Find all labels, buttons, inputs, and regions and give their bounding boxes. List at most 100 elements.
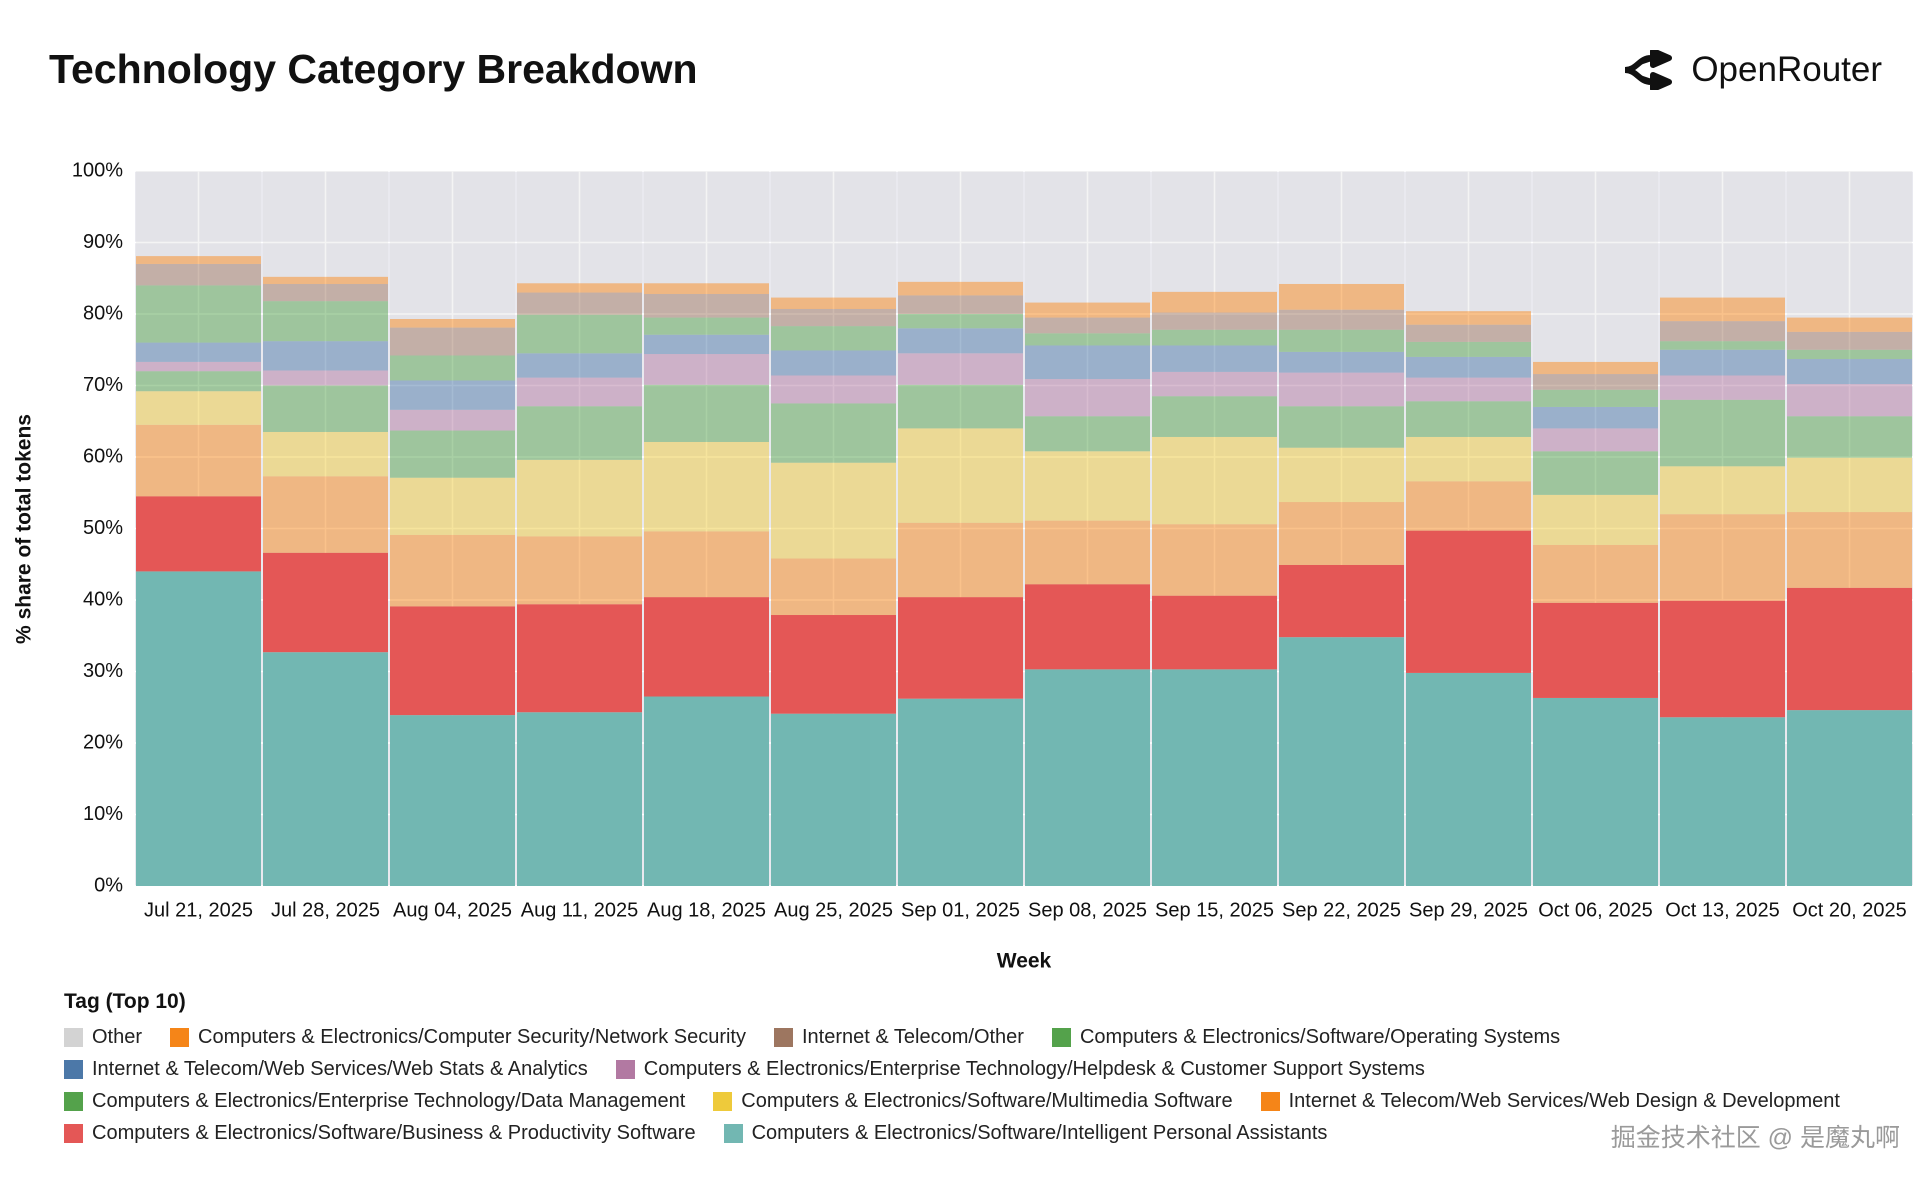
legend-item[interactable]: Internet & Telecom/Web Services/Web Stat… — [64, 1058, 588, 1081]
bar-segment — [771, 297, 896, 309]
bar-segment — [1025, 302, 1150, 318]
bar-segment — [136, 371, 261, 392]
watermark: 掘金技术社区 @ 是魔丸啊 — [1610, 1124, 1900, 1152]
legend-item[interactable]: Computers & Electronics/Software/Operati… — [1051, 1026, 1560, 1049]
legend-label: Computers & Electronics/Software/Multime… — [741, 1090, 1233, 1112]
bar-segment — [1279, 564, 1404, 638]
bar-segment — [517, 353, 642, 378]
legend-item[interactable]: Computers & Electronics/Software/Busines… — [64, 1122, 696, 1145]
bar-segment — [898, 314, 1023, 329]
bar-segment — [1533, 361, 1658, 375]
bar-segment — [390, 477, 515, 535]
bar-segment — [136, 361, 261, 372]
bar-segment — [644, 597, 769, 697]
bar-segment — [517, 314, 642, 354]
bar-segment — [517, 536, 642, 605]
bar-segment — [1025, 171, 1150, 303]
legend-item[interactable]: Other — [64, 1026, 142, 1049]
bar-segment — [263, 652, 388, 886]
bar-segment — [1787, 359, 1912, 385]
bar-segment — [1025, 451, 1150, 521]
bar-segment — [1406, 356, 1531, 378]
bar-segment — [517, 171, 642, 284]
bar-segment — [136, 285, 261, 343]
bar-segment — [1406, 324, 1531, 342]
legend-swatch — [64, 1124, 83, 1143]
bar-segment — [644, 334, 769, 355]
brand: OpenRouter — [1623, 50, 1882, 90]
bar-segment — [1279, 447, 1404, 503]
bar-segment — [644, 531, 769, 598]
legend-item[interactable]: Internet & Telecom/Web Services/Web Desi… — [1260, 1090, 1840, 1113]
bar-segment — [1787, 416, 1912, 458]
bar-segment — [1025, 317, 1150, 334]
bar-segment — [644, 171, 769, 284]
legend-item[interactable]: Computers & Electronics/Software/Multime… — [713, 1090, 1233, 1113]
bar-segment — [136, 171, 261, 257]
bar-segment — [1152, 524, 1277, 596]
bar-segment — [136, 342, 261, 362]
bar-segment — [1660, 399, 1785, 467]
legend-item[interactable]: Computers & Electronics/Enterprise Techn… — [615, 1058, 1425, 1081]
bar-segment — [263, 171, 388, 277]
legend-title: Tag (Top 10) — [64, 990, 186, 1013]
bar-segment — [390, 606, 515, 716]
legend-label: Computers & Electronics/Computer Securit… — [198, 1026, 746, 1048]
bar-segment — [1152, 312, 1277, 330]
legend-label: Computers & Electronics/Software/Busines… — [92, 1122, 696, 1144]
legend-swatch — [615, 1060, 635, 1079]
bar-segment — [263, 552, 388, 653]
bar-segment — [1152, 669, 1277, 886]
y-tick-label: 80% — [83, 302, 123, 324]
legend-item[interactable]: Internet & Telecom/Other — [774, 1026, 1024, 1049]
legend-item[interactable]: Computers & Electronics/Software/Intelli… — [723, 1122, 1327, 1145]
bar-segment — [644, 441, 769, 532]
legend-label: Internet & Telecom/Web Services/Web Desi… — [1288, 1090, 1840, 1112]
bar-segment — [1279, 372, 1404, 407]
x-tick-label: Aug 25, 2025 — [774, 899, 893, 921]
bar-segment — [1152, 329, 1277, 346]
bar-segment — [136, 263, 261, 286]
bar-segment — [1152, 371, 1277, 397]
bar-segment — [1025, 379, 1150, 417]
bar-segment — [771, 713, 896, 886]
x-tick-label: Aug 11, 2025 — [521, 899, 639, 921]
bar-segment — [1787, 587, 1912, 711]
bar-segment — [1025, 333, 1150, 346]
bar-segment — [1025, 345, 1150, 380]
legend-item[interactable]: Computers & Electronics/Computer Securit… — [170, 1026, 746, 1049]
bar-segment — [1660, 349, 1785, 376]
bar-segment — [1406, 401, 1531, 437]
bar-segment — [263, 276, 388, 284]
x-tick-label: Sep 08, 2025 — [1028, 899, 1147, 921]
brand-name: OpenRouter — [1691, 50, 1882, 89]
bar-segment — [771, 558, 896, 616]
bar-segment — [771, 350, 896, 376]
x-tick-label: Oct 20, 2025 — [1792, 899, 1907, 921]
bar-segment — [1533, 602, 1658, 698]
legend-swatch — [64, 1060, 83, 1079]
bar-segment — [136, 256, 261, 264]
x-tick-label: Aug 04, 2025 — [393, 899, 512, 921]
bar-segment — [1152, 291, 1277, 313]
bar-segment — [898, 353, 1023, 385]
bar-segment — [1406, 341, 1531, 357]
bar-segment — [644, 696, 769, 886]
bar-segment — [1787, 457, 1912, 513]
legend-item[interactable]: Computers & Electronics/Enterprise Techn… — [64, 1090, 685, 1113]
legend-label: Computers & Electronics/Enterprise Techn… — [92, 1090, 686, 1112]
bar-segment — [136, 496, 261, 572]
bar-segment — [898, 281, 1023, 296]
legend-swatch — [723, 1124, 743, 1143]
bar-segment — [1279, 351, 1404, 373]
x-tick-label: Jul 21, 2025 — [144, 899, 253, 921]
bar-segment — [1406, 377, 1531, 402]
x-tick-label: Oct 06, 2025 — [1538, 899, 1653, 921]
bar-segment — [1533, 451, 1658, 495]
bar-segment — [1025, 669, 1150, 886]
bar-segment — [390, 534, 515, 607]
bar-segment — [1533, 406, 1658, 429]
bar-segment — [390, 715, 515, 886]
x-tick-label: Sep 29, 2025 — [1409, 899, 1528, 921]
bar-segment — [1279, 309, 1404, 330]
